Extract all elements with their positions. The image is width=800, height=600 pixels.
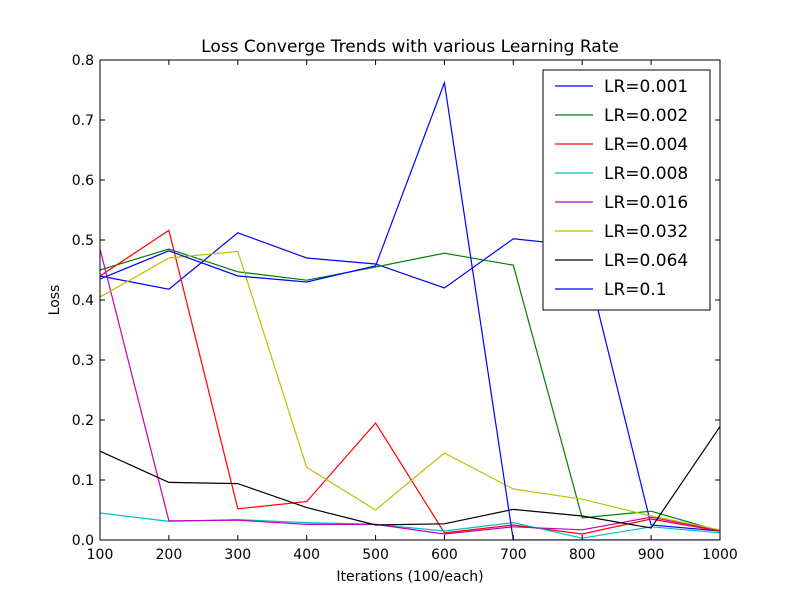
legend-entry: LR=0.064 — [604, 251, 688, 271]
series-line-2 — [100, 248, 720, 532]
series-line-7 — [100, 426, 720, 529]
legend-box — [542, 69, 711, 311]
y-tick-label: 0.7 — [72, 113, 94, 129]
y-tick-label: 0.5 — [72, 233, 94, 249]
x-tick-label: 400 — [293, 547, 320, 563]
y-tick-label: 0.6 — [72, 173, 94, 189]
y-tick-label: 0.4 — [72, 293, 94, 309]
x-tick-label: 500 — [362, 547, 389, 563]
y-tick-label: 0.0 — [72, 533, 94, 549]
x-tick-label: 200 — [156, 547, 183, 563]
y-tick-label: 0.1 — [72, 473, 94, 489]
series-line-8 — [100, 80, 720, 540]
y-axis-label: Loss — [47, 285, 63, 316]
x-tick-label: 100 — [87, 547, 114, 563]
x-tick-label: 800 — [569, 547, 596, 563]
y-tick-label: 0.8 — [72, 53, 94, 69]
y-axis: 0.0 0.1 0.2 0.3 0.4 0.5 0.6 0.7 0.8 — [72, 53, 720, 549]
chart-title: Loss Converge Trends with various Learni… — [201, 37, 619, 57]
legend-entry: LR=0.004 — [604, 135, 688, 155]
legend-entry: LR=0.016 — [604, 193, 688, 213]
series-line-6 — [100, 250, 720, 531]
x-axis-label: Iterations (100/each) — [336, 569, 483, 585]
series-line-3 — [100, 229, 720, 535]
x-tick-label: 1000 — [702, 547, 738, 563]
x-tick-label: 300 — [224, 547, 251, 563]
legend: LR=0.001 LR=0.002 LR=0.004 LR=0.008 LR=0.016… — [542, 69, 711, 311]
y-tick-label: 0.2 — [72, 413, 94, 429]
series-line-4 — [100, 512, 720, 539]
series-lines — [100, 80, 720, 540]
plot-area — [99, 59, 721, 541]
x-tick-label: 900 — [638, 547, 665, 563]
x-axis: 100 200 300 400 500 600 700 800 900 1000 — [87, 60, 738, 563]
legend-entry: LR=0.002 — [604, 106, 688, 126]
x-tick-label: 700 — [500, 547, 527, 563]
legend-entry: LR=0.001 — [604, 77, 688, 97]
legend-entry: LR=0.032 — [604, 222, 688, 242]
x-tick-label: 600 — [431, 547, 458, 563]
legend-entry: LR=0.008 — [604, 164, 688, 184]
legend-entry: LR=0.1 — [604, 280, 667, 300]
series-line-5 — [100, 248, 720, 535]
y-tick-label: 0.3 — [72, 353, 94, 369]
